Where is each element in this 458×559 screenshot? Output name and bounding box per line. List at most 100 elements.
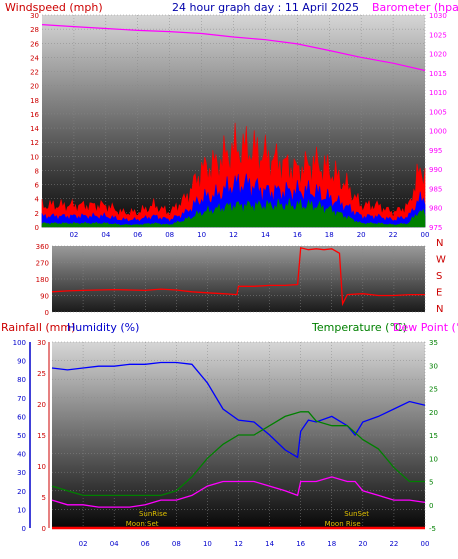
wind-hour-tick-label: 16: [293, 231, 302, 239]
direction-tick-label: 180: [36, 276, 49, 284]
moonrise-annotation: Moon Rise: [325, 520, 361, 528]
wind-hour-tick-label: 22: [389, 231, 398, 239]
barometer-tick-label: 985: [429, 185, 442, 193]
windspeed-tick-label: 26: [30, 40, 39, 48]
humidity-tick-label: 40: [17, 451, 26, 459]
temperature-series-line: [51, 411, 425, 497]
windspeed-tick-label: 2: [35, 210, 39, 218]
barometer-tick-label: 1020: [429, 51, 447, 59]
rainfall-tick-label: 15: [37, 432, 46, 440]
rainfall-tick-label: 10: [37, 463, 46, 471]
wind-minimum-series: [41, 198, 426, 228]
temperature-tick-label: 25: [429, 386, 438, 394]
windspeed-tick-label: 12: [30, 139, 39, 147]
rainfall-tick-label: 30: [37, 339, 46, 347]
compass-letter-label: S: [436, 271, 442, 282]
humidity-tick-label: 100: [13, 339, 26, 347]
humidity-tick-label: 0: [22, 525, 26, 533]
windspeed-tick-label: 20: [30, 83, 39, 91]
direction-tick-label: 270: [36, 260, 49, 268]
humidity-hour-tick-label: 08: [172, 540, 181, 548]
wind-hour-tick-label: 20: [357, 231, 366, 239]
rainfall-tick-label: 25: [37, 370, 46, 378]
wind-hour-tick-label: 04: [101, 231, 110, 239]
windspeed-tick-label: 14: [30, 125, 39, 133]
barometer-tick-label: 990: [429, 166, 442, 174]
wind-hour-tick-label: 18: [325, 231, 334, 239]
barometer-tick-label: 1015: [429, 70, 447, 78]
barometer-tick-label: 1005: [429, 108, 447, 116]
windspeed-tick-label: 10: [30, 153, 39, 161]
windspeed-tick-label: 22: [30, 69, 39, 77]
direction-tick-label: 90: [40, 293, 49, 301]
rainfall-tick-label: 5: [42, 494, 46, 502]
temperature-axis-title: Temperature (°C): [311, 321, 407, 334]
humidity-tick-label: 50: [17, 432, 26, 440]
direction-tick-label: 360: [36, 243, 49, 251]
barometer-axis-title: Barometer (hpa): [372, 1, 458, 14]
compass-letter-label: E: [436, 288, 442, 299]
barometer-series-line: [41, 24, 426, 72]
compass-letter-label: W: [436, 255, 446, 266]
wind-hour-tick-label: 10: [197, 231, 206, 239]
temperature-tick-label: 35: [429, 339, 438, 347]
moonset-annotation: Moon Set: [126, 520, 159, 528]
rainfall-tick-label: 0: [42, 525, 46, 533]
wind-hour-tick-label: 14: [261, 231, 270, 239]
wind-hour-tick-label: 08: [165, 231, 174, 239]
temperature-tick-label: 30: [429, 362, 438, 370]
barometer-tick-label: 1000: [429, 128, 447, 136]
barometer-tick-label: 995: [429, 147, 442, 155]
temperature-tick-label: 0: [429, 502, 433, 510]
barometer-tick-label: 1025: [429, 31, 447, 39]
windspeed-tick-label: 0: [35, 224, 39, 232]
humidity-tick-label: 60: [17, 413, 26, 421]
wind-hour-tick-label: 00: [421, 231, 430, 239]
windspeed-tick-label: 28: [30, 26, 39, 34]
temperature-tick-label: 10: [429, 455, 438, 463]
humidity-tick-label: 30: [17, 469, 26, 477]
humidity-series-line: [51, 361, 426, 459]
barometer-tick-label: 980: [429, 205, 442, 213]
temperature-tick-label: 15: [429, 432, 438, 440]
dewpoint-axis-title: Dew Point (°C): [393, 321, 458, 334]
humidity-hour-tick-label: 20: [358, 540, 367, 548]
humidity-hour-tick-label: 12: [234, 540, 243, 548]
temperature-tick-label: 20: [429, 409, 438, 417]
wind-hour-tick-label: 06: [133, 231, 142, 239]
dew-point-series-line: [51, 476, 426, 508]
wind-hour-tick-label: 12: [229, 231, 238, 239]
windspeed-axis-title: Windspeed (mph): [5, 1, 103, 14]
humidity-tick-label: 10: [17, 506, 26, 514]
humidity-axis-title: Humidity (%): [67, 321, 139, 334]
humidity-hour-tick-label: 16: [296, 540, 305, 548]
wind-direction-series-line: [51, 246, 425, 307]
windspeed-tick-label: 30: [30, 12, 39, 20]
humidity-tick-label: 90: [17, 358, 26, 366]
windspeed-tick-label: 16: [30, 111, 39, 119]
humidity-hour-tick-label: 00: [421, 540, 430, 548]
sunset-annotation: SunSet: [344, 510, 369, 518]
compass-letter-label: N: [436, 238, 443, 249]
humidity-tick-label: 80: [17, 376, 26, 384]
barometer-tick-label: 975: [429, 224, 442, 232]
barometer-tick-label: 1030: [429, 12, 447, 20]
windspeed-tick-label: 6: [35, 182, 40, 190]
humidity-hour-tick-label: 18: [327, 540, 336, 548]
windspeed-tick-label: 8: [35, 167, 39, 175]
barometer-tick-label: 1010: [429, 89, 447, 97]
windspeed-tick-label: 4: [35, 196, 40, 204]
temperature-tick-label: -5: [429, 525, 436, 533]
humidity-hour-tick-label: 10: [203, 540, 212, 548]
wind-hour-tick-label: 02: [69, 231, 78, 239]
humidity-hour-tick-label: 02: [79, 540, 88, 548]
humidity-hour-tick-label: 06: [141, 540, 150, 548]
graph-title: 24 hour graph day : 11 April 2025: [172, 1, 359, 14]
sunrise-annotation: SunRise: [139, 510, 167, 518]
rainfall-axis-title: Rainfall (mm): [1, 321, 75, 334]
humidity-hour-tick-label: 22: [389, 540, 398, 548]
